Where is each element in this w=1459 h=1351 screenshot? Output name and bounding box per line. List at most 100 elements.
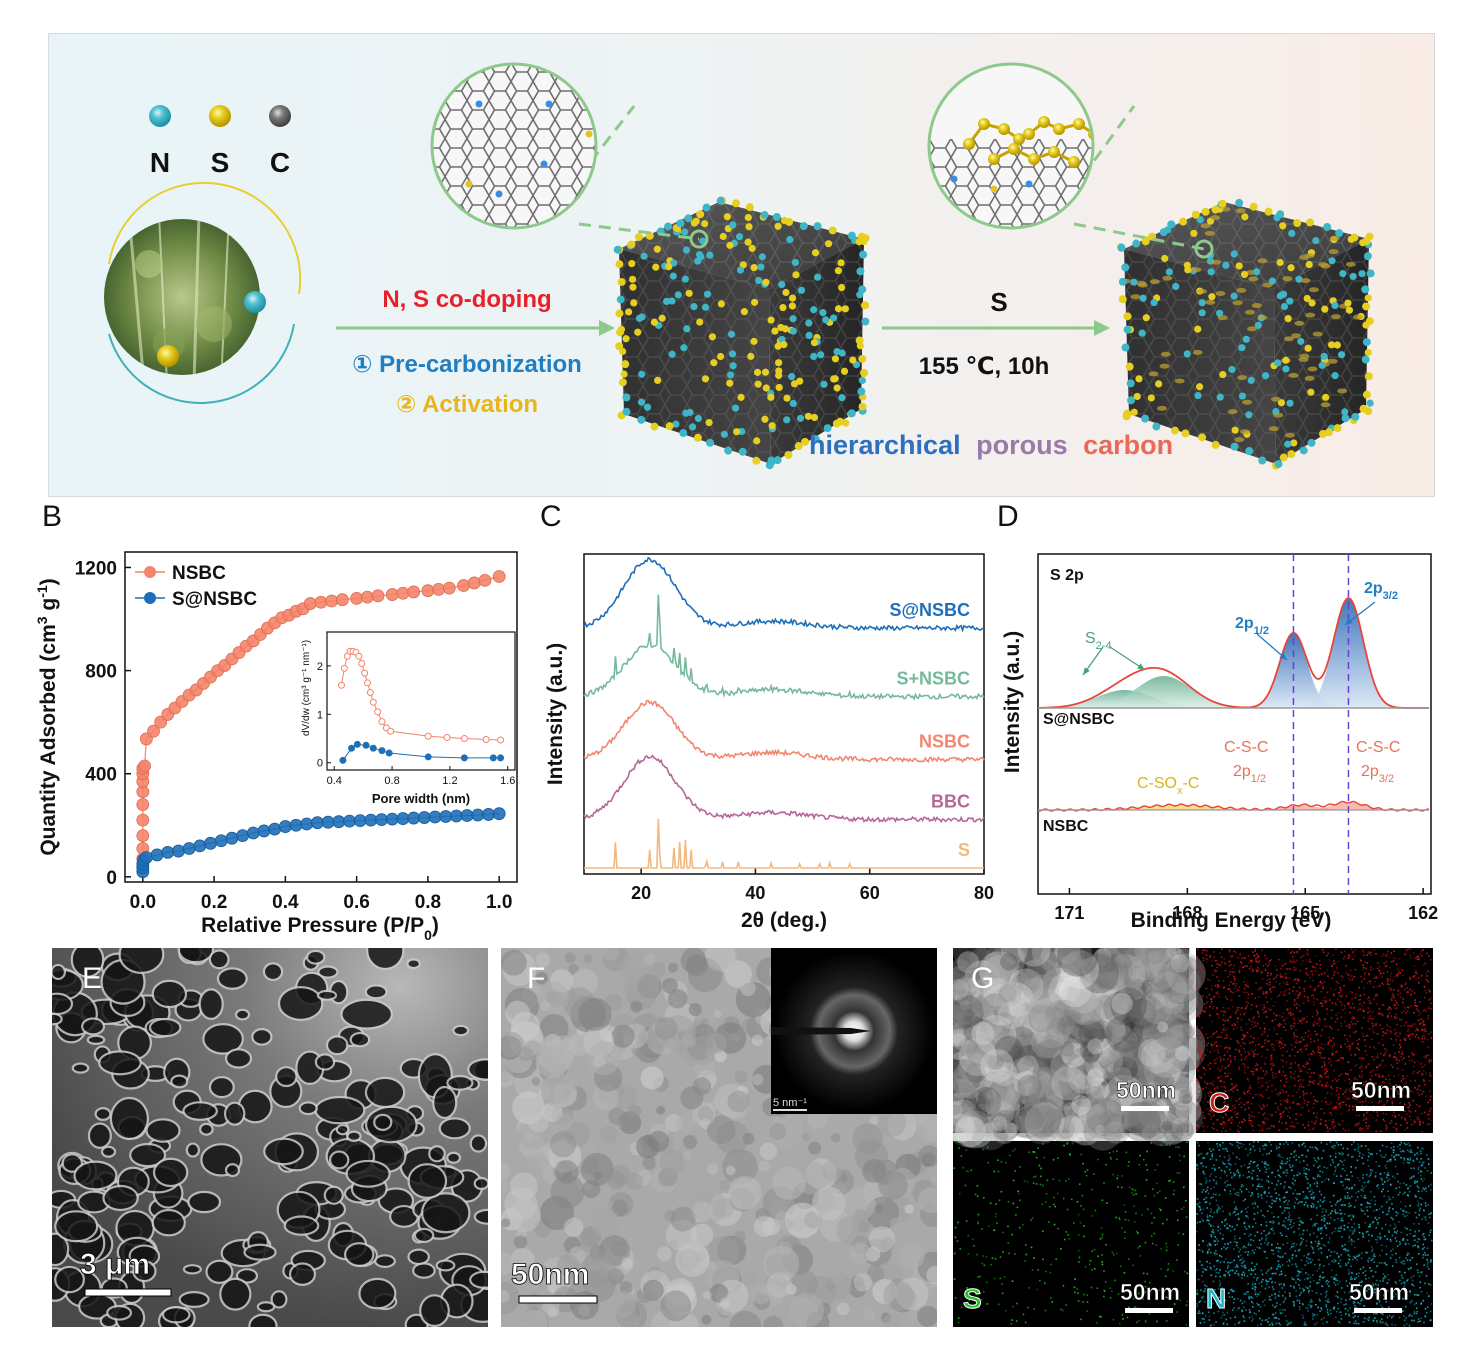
legend-n-label: N (150, 147, 170, 178)
panel-label-f: F (527, 962, 545, 995)
b-point (182, 842, 196, 855)
b-point (136, 829, 150, 842)
caption-word-1: hierarchical (809, 430, 961, 460)
carbon-atom-icon (269, 105, 291, 127)
inset-point (348, 744, 356, 752)
d-s24-peak-b (1038, 676, 1431, 708)
b-point (364, 813, 378, 827)
step2-title: S (990, 287, 1007, 317)
d-xtick-label: 168 (1172, 903, 1202, 923)
n-map-scale-text: 50nm (1349, 1279, 1409, 1305)
b-point (268, 822, 282, 836)
b-point (467, 576, 481, 590)
inset-point (489, 754, 497, 762)
s2p-label: S 2p (1050, 567, 1084, 584)
b-point (139, 851, 153, 864)
c-series-line (584, 818, 984, 869)
zoom-graphene-doped (430, 62, 709, 249)
b-point (332, 815, 346, 829)
b-point (136, 798, 150, 812)
d-csc32-peak (1038, 802, 1431, 810)
inset-point (482, 735, 490, 743)
panel-label-c: C (540, 500, 562, 533)
b-point (492, 807, 506, 821)
b-point (138, 759, 151, 773)
b-ytick-label: 0 (106, 868, 117, 889)
b-point (314, 595, 328, 609)
b-point (482, 808, 495, 821)
c-xtick-label: 60 (860, 883, 880, 903)
b-point (193, 839, 207, 853)
b-point (439, 810, 453, 823)
chart-b-frame (124, 551, 518, 883)
panel-label-e: E (82, 962, 102, 995)
b-point (432, 582, 446, 596)
inset-point (353, 740, 361, 748)
b-point (172, 844, 185, 858)
b-point (460, 809, 474, 822)
legend-c-label: C (270, 147, 290, 178)
sample-nsbc-label: NSBC (1043, 818, 1089, 835)
sem-scale-text: 3 μm (80, 1248, 150, 1281)
inset-ytick-label: 2 (317, 661, 323, 673)
b-point (311, 816, 324, 830)
b-point (353, 814, 367, 828)
d-envelope-s-nsbc (1037, 596, 1430, 709)
b-point (407, 811, 421, 825)
inset-point (361, 669, 369, 677)
sample-s-nsbc-label: S@NSBC (1043, 711, 1115, 728)
step1-activation: ② Activation (396, 391, 538, 418)
panel-label-d: D (997, 500, 1019, 533)
b-point (303, 597, 317, 610)
b-point (396, 586, 410, 600)
inset-point (363, 679, 371, 687)
panel-label-b: B (42, 500, 63, 533)
inset-point (340, 664, 348, 672)
sem-scale-bar (84, 1288, 172, 1297)
b-point (396, 812, 410, 825)
b-xtick-label: 0.4 (272, 892, 299, 913)
chart-c-ylabel: Intensity (a.u.) (544, 643, 567, 785)
b-point (300, 817, 314, 831)
inset-xtick-label: 0.8 (384, 775, 399, 787)
b-point (471, 808, 485, 822)
eds-s-label: S (963, 1283, 982, 1314)
eds-maps-svg: G 50nm C 50nm S 50nm N 50nm (953, 948, 1433, 1327)
panel-a-schematic: N S C (48, 33, 1435, 497)
c-series-label: S (958, 840, 970, 860)
inset-ytick-label: 1 (317, 709, 323, 721)
d-xtick-label: 171 (1054, 903, 1084, 923)
b-point (321, 815, 335, 829)
inset-point (497, 754, 505, 762)
c-series-line (583, 754, 985, 824)
eds-c-label: C (1209, 1087, 1229, 1118)
tem-texture: F 5 nm⁻¹ 50nm (501, 948, 937, 1327)
inset-point (497, 736, 505, 744)
eds-tile-haadf (953, 948, 1189, 1133)
b-point (343, 814, 356, 828)
sulfur-atom-icon (209, 105, 231, 127)
zoom-sulfur-chains (927, 62, 1214, 259)
b-point (204, 836, 217, 850)
b-xtick-label: 0.8 (415, 892, 441, 913)
b-point (161, 845, 175, 859)
b-point (442, 581, 456, 595)
s24-label: S2-4 (1085, 630, 1112, 652)
inset-point (339, 756, 347, 764)
chart-d-frame (1037, 553, 1432, 895)
inset-point (366, 689, 374, 697)
inset-point (460, 735, 468, 743)
sem-texture: E 3 μm (52, 948, 488, 1327)
b-point (136, 813, 150, 827)
b-point (246, 826, 260, 840)
csc2b-label: 2p3/2 (1361, 763, 1394, 785)
chart-b-xlabel: Relative Pressure (P/P0) (201, 914, 439, 940)
b-point (407, 585, 421, 599)
c-series-line (583, 594, 985, 701)
d-p32-peak (1038, 598, 1431, 708)
b-xtick-label: 0.6 (343, 892, 369, 913)
inset-point (369, 698, 377, 706)
inset-point (387, 727, 395, 735)
c-xtick-label: 20 (631, 883, 651, 903)
chart-b-legend: NSBC S@NSBC (135, 563, 257, 610)
